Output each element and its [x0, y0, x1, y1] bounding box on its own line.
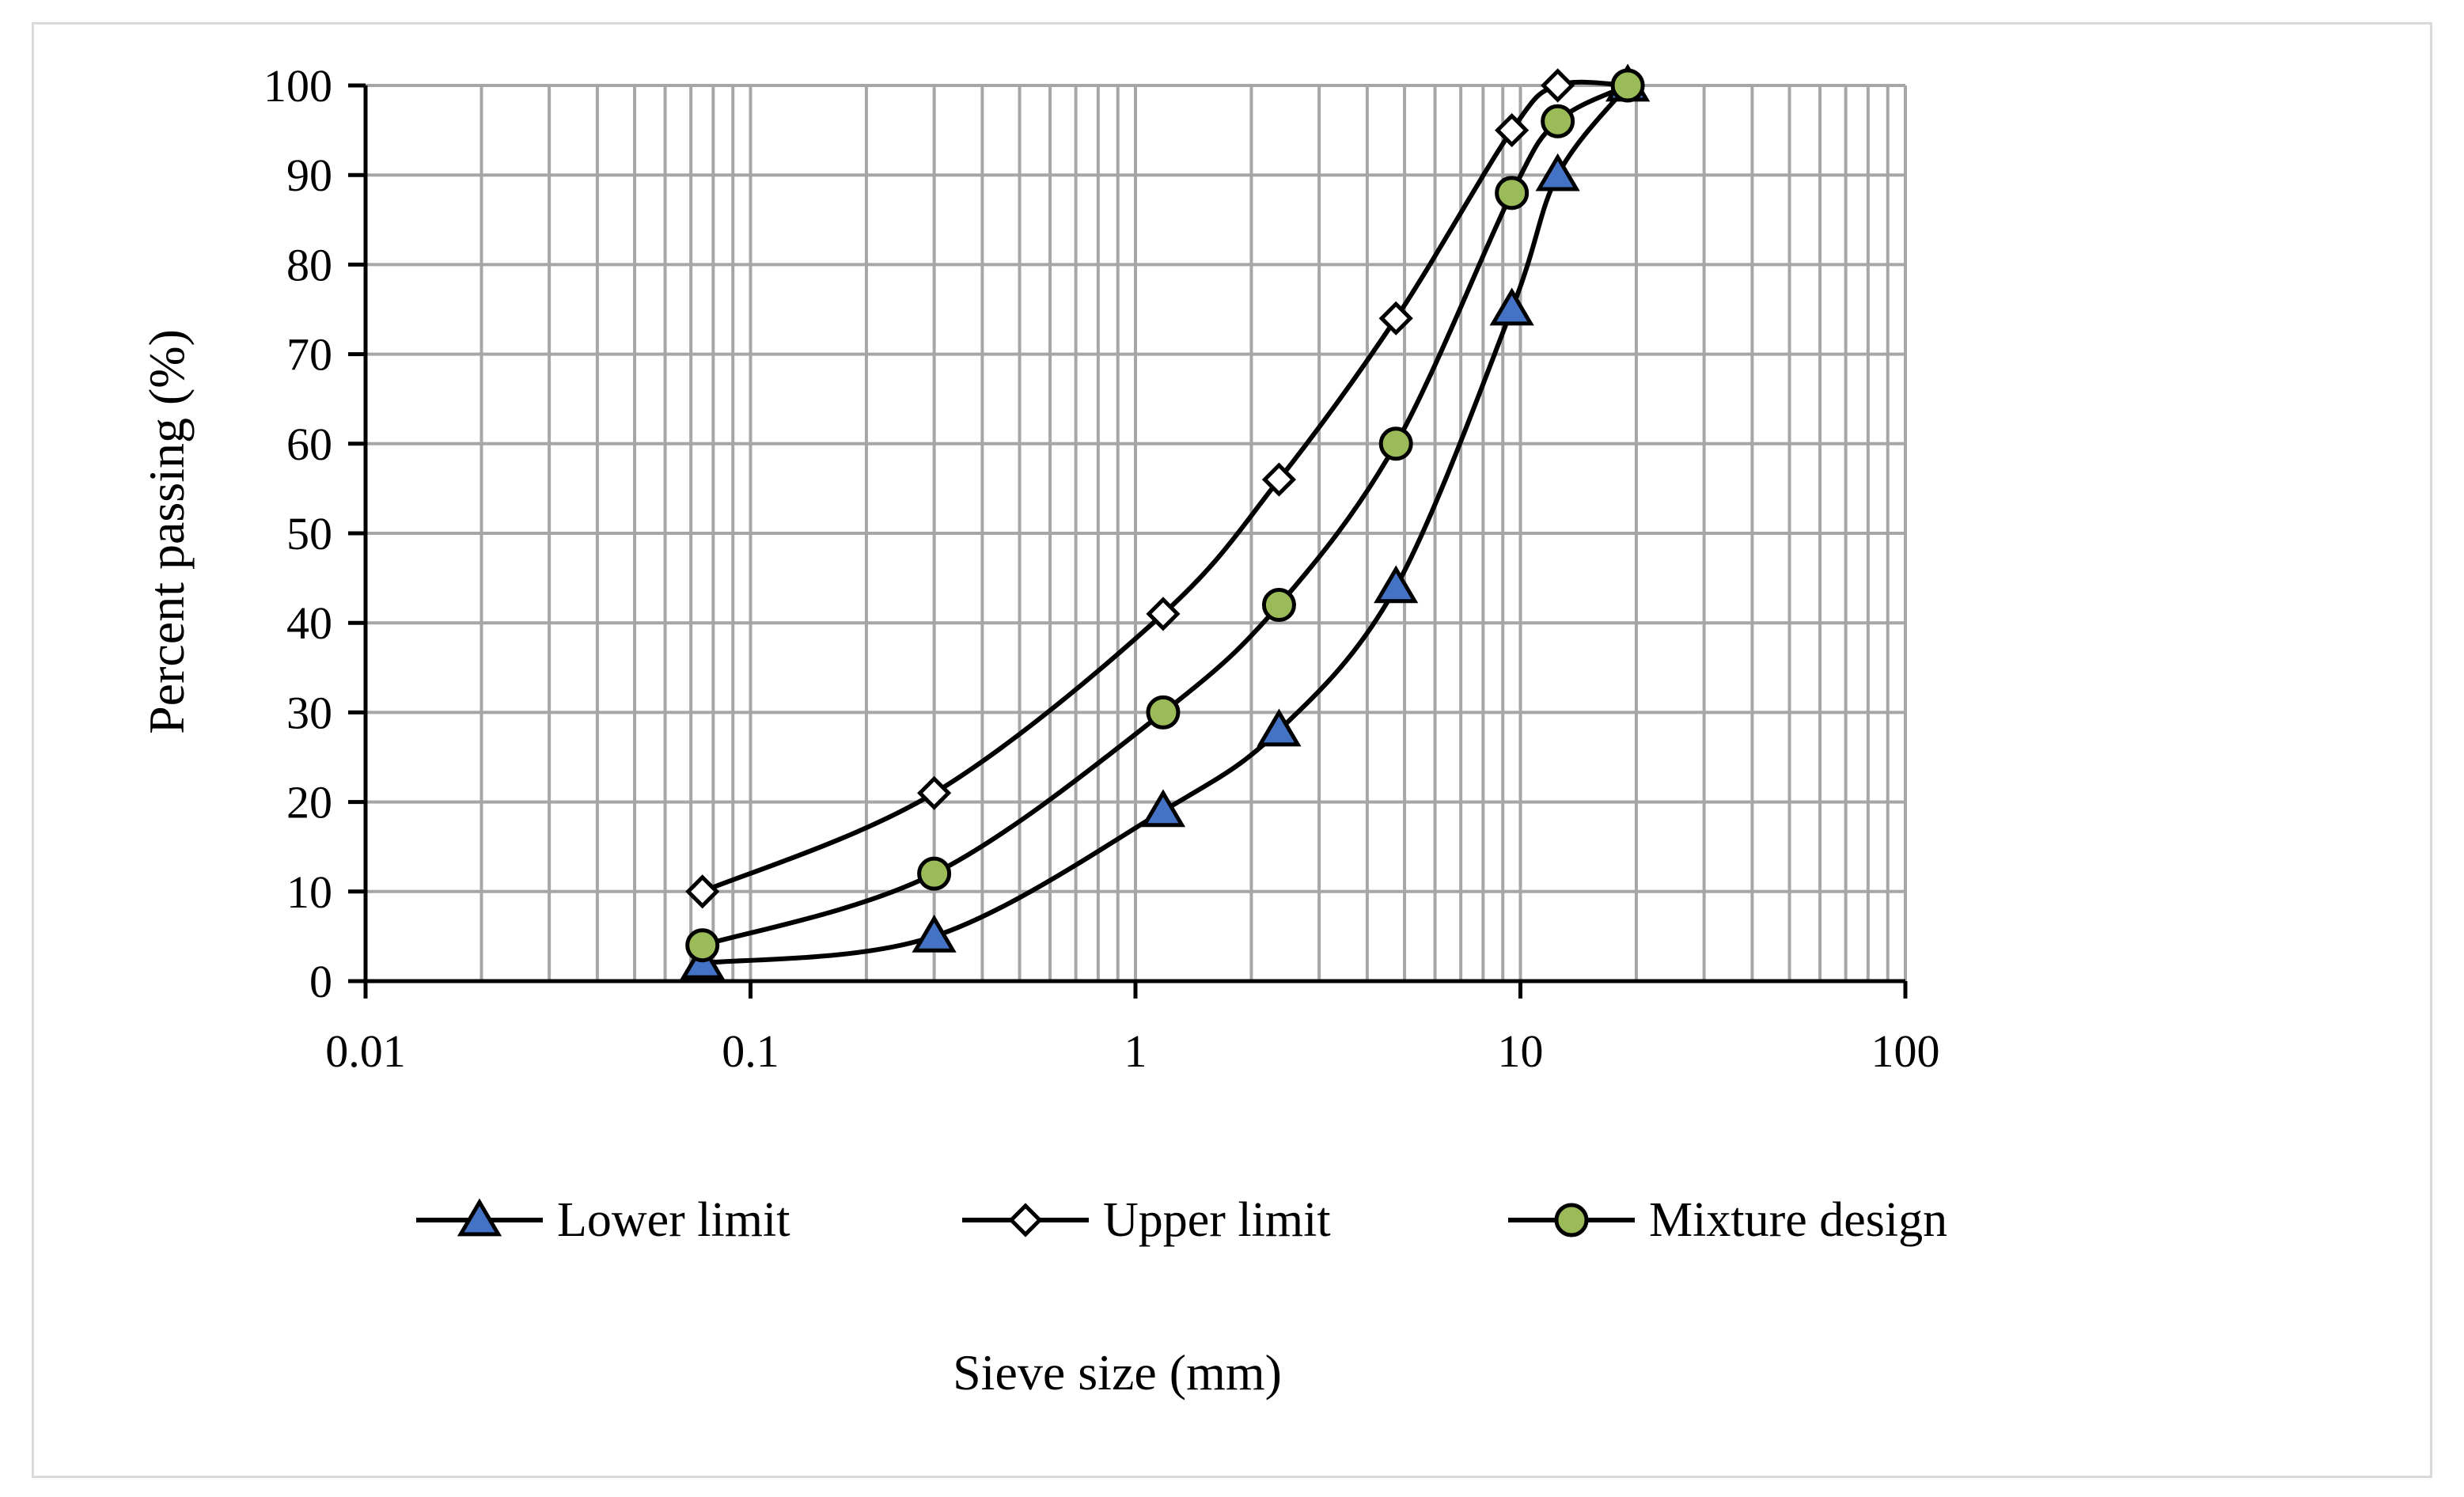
x-axis-ticks: 0.01 0.1 1 10 100	[325, 981, 1940, 1077]
y-tick-label: 40	[286, 597, 332, 649]
mixture-design-point	[917, 856, 952, 891]
lower-limit-point	[1140, 789, 1186, 828]
y-axis-ticks: 0 10 20 30 40 50 60 70 80 90 100	[263, 60, 366, 1007]
y-tick-label: 70	[286, 329, 332, 381]
y-tick-label: 80	[286, 239, 332, 290]
x-tick-label: 0.1	[722, 1025, 779, 1077]
y-tick-label: 0	[309, 956, 332, 1007]
legend-label: Mixture design	[1649, 1193, 1947, 1247]
x-tick-label: 0.01	[325, 1025, 406, 1077]
legend-marker	[1554, 1203, 1589, 1237]
axes: 0.01 0.1 1 10 100 0 10 20 30 40 50 60 70 80 90 100	[263, 60, 1940, 1077]
upper-limit-point	[1146, 597, 1181, 631]
y-tick-label: 10	[286, 866, 332, 918]
mixture-design-point	[1146, 695, 1181, 730]
upper-limit-point	[685, 874, 720, 909]
y-tick-label: 50	[286, 508, 332, 559]
lower-limit-point	[1489, 287, 1534, 326]
y-tick-label: 30	[286, 687, 332, 738]
y-tick-label: 100	[263, 60, 332, 112]
series-mixture-design	[685, 68, 1645, 963]
grid	[366, 84, 1907, 981]
y-tick-label: 90	[286, 150, 332, 201]
legend-label: Upper limit	[1103, 1193, 1331, 1247]
lower-limit-point	[1257, 708, 1302, 747]
y-tick-label: 20	[286, 777, 332, 828]
x-tick-label: 1	[1124, 1025, 1147, 1077]
upper-limit-point	[1378, 301, 1413, 335]
upper-limit-point	[1495, 113, 1530, 148]
mixture-design-point	[1610, 68, 1645, 103]
mixture-design-point	[1495, 176, 1530, 210]
legend-item-lower-limit: Lower limit	[416, 1193, 790, 1247]
lower-limit-point	[1374, 565, 1419, 604]
legend-item-upper-limit: Upper limit	[962, 1193, 1331, 1247]
x-tick-label: 100	[1871, 1025, 1940, 1077]
lower-limit-point	[1535, 153, 1580, 191]
upper-limit-line	[701, 79, 1628, 894]
upper-limit-point	[917, 775, 952, 810]
mixture-design-point	[685, 928, 720, 963]
upper-limit-point	[1261, 462, 1297, 497]
mixture-design-point	[1378, 426, 1413, 461]
y-axis-title: Percent passing (%)	[138, 329, 195, 734]
y-tick-label: 60	[286, 419, 332, 470]
x-tick-label: 10	[1498, 1025, 1544, 1077]
series	[680, 63, 1651, 980]
legend: Lower limit Upper limit Mixture design	[416, 1193, 1947, 1247]
lower-limit-line	[702, 84, 1630, 966]
upper-limit-point	[1541, 68, 1575, 103]
legend-marker	[457, 1198, 502, 1237]
x-axis-title: Sieve size (mm)	[953, 1344, 1282, 1400]
legend-label: Lower limit	[557, 1193, 790, 1247]
lower-limit-point	[912, 914, 957, 953]
mixture-design-point	[1541, 104, 1575, 138]
legend-marker	[1008, 1203, 1043, 1237]
legend-item-mixture-design: Mixture design	[1508, 1193, 1947, 1247]
mixture-design-point	[1261, 588, 1296, 623]
